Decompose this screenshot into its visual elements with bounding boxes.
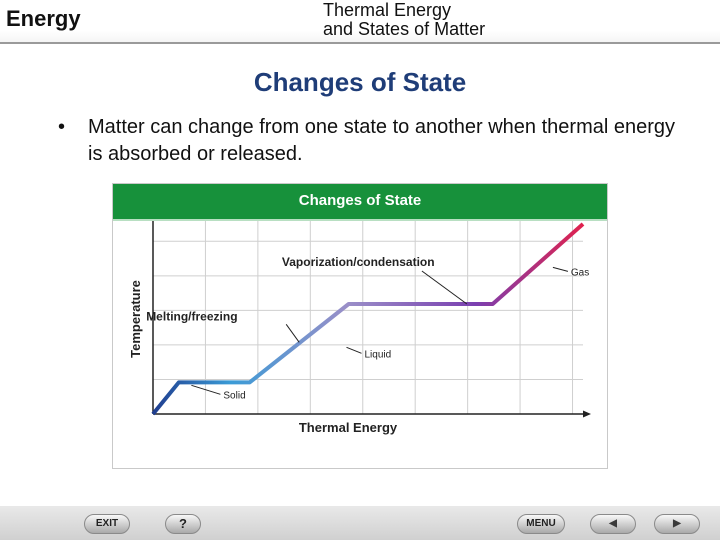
bullet-text: Matter can change from one state to anot… xyxy=(88,116,676,165)
slide-title: Changes of State xyxy=(253,67,467,97)
chart-figure: Changes of State Thermal Energy Temperatu… xyxy=(112,183,608,469)
y-axis-label: Temperature xyxy=(128,280,143,358)
header-divider xyxy=(0,42,720,44)
header-bar: Energy Thermal Energy and States of Matt… xyxy=(0,0,720,44)
annotation-leader-line xyxy=(421,270,468,305)
chart-plot: Thermal Energy Temperature Solid Melting/fr… xyxy=(128,221,591,435)
annotation-leader-line xyxy=(285,324,300,343)
chart-header: Changes of State xyxy=(113,184,607,221)
bullet-icon: • xyxy=(58,116,66,138)
previous-button[interactable]: ◀ xyxy=(590,514,636,534)
annotation-label: Solid xyxy=(223,390,245,401)
annotation-leader-line xyxy=(346,346,362,354)
chapter-subtitle: Thermal Energy and States of Matter xyxy=(323,1,583,39)
brand-label: Energy xyxy=(6,6,81,31)
annotation-label: Melting/freezing xyxy=(146,309,237,323)
annotation-label: Vaporization/condensation xyxy=(282,255,435,269)
exit-button[interactable]: EXIT xyxy=(84,514,130,534)
chapter-subtitle-line2: and States of Matter xyxy=(323,19,486,39)
next-button[interactable]: ▶ xyxy=(654,514,700,534)
chart-title: Changes of State xyxy=(298,192,422,209)
footer-nav-bar: EXIT ? MENU ◀ ▶ xyxy=(0,506,720,540)
x-axis-arrow-icon xyxy=(583,410,591,418)
annotation-label: Gas xyxy=(571,267,589,278)
annotation-leader-line xyxy=(191,384,221,395)
annotation-label: Liquid xyxy=(365,349,392,360)
help-button[interactable]: ? xyxy=(165,514,201,534)
temperature-line xyxy=(151,222,585,416)
menu-button[interactable]: MENU xyxy=(517,514,565,534)
annotation-leader-line xyxy=(552,266,569,272)
x-axis-label: Thermal Energy xyxy=(299,420,398,435)
chapter-subtitle-line1: Thermal Energy xyxy=(323,0,452,20)
